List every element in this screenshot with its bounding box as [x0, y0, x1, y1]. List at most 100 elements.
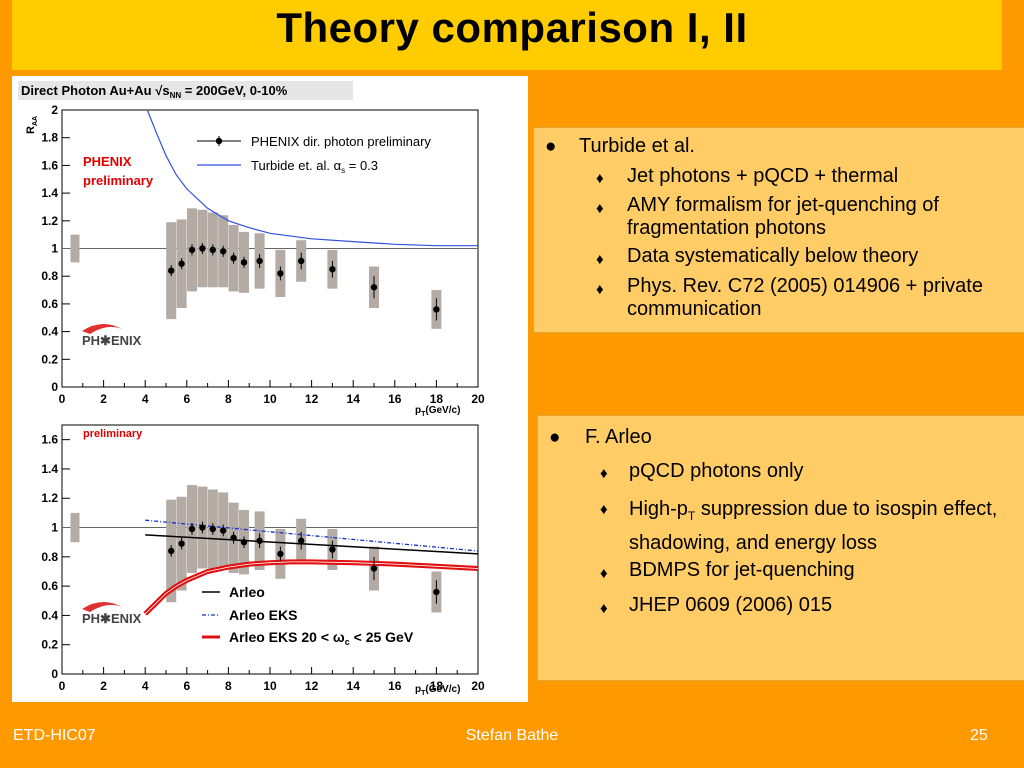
legend-top-1: PHENIX dir. photon preliminary [251, 134, 431, 149]
arleo-item-2-sub: T [687, 509, 696, 523]
legend-bottom-2: Arleo EKS [229, 607, 297, 623]
turbide-curve [146, 109, 478, 247]
turbide-item-4: Phys. Rev. C72 (2005) 014906 + private c… [627, 275, 983, 320]
x-tick-label: 6 [183, 679, 190, 693]
arleo-item-4: JHEP 0609 (2006) 015 [629, 594, 833, 616]
x-tick-label: 10 [263, 392, 277, 406]
plot-header-bg [18, 81, 353, 100]
y-tick-label: 0.8 [41, 269, 58, 283]
turbide-item-1: Jet photons + pQCD + thermal [627, 165, 899, 187]
plot-header-text: Direct Photon Au+Au √s [21, 83, 170, 98]
x-tick-label: 20 [471, 679, 485, 693]
y-tick-label: 0.4 [41, 608, 58, 622]
legend-top-2-tail: = 0.3 [345, 158, 378, 173]
y-tick-label: 2 [51, 103, 58, 117]
x-tick-label: 10 [263, 679, 277, 693]
footer-left: ETD-HIC07 [13, 727, 96, 744]
y-tick-label: 1.6 [41, 158, 58, 172]
data-point [220, 248, 227, 255]
arleo-item-3: BDMPS for jet-quenching [629, 559, 855, 581]
turbide-item-3: Data systematically below theory [627, 245, 919, 267]
y-tick-label: 0.4 [41, 325, 58, 339]
svg-text:Arleo EKS 20 < ωc < 25 GeV: Arleo EKS 20 < ωc < 25 GeV [229, 629, 414, 647]
normalization-box [70, 234, 80, 263]
prelim-bottom: preliminary [83, 428, 143, 440]
legend-bottom-3-sub: c [345, 637, 350, 647]
y-tick-label: 0.2 [41, 352, 58, 366]
legend-top-2: Turbide et. al. α [251, 158, 342, 173]
x-tick-label: 12 [305, 392, 319, 406]
ylabel-sub: AA [32, 116, 39, 126]
data-point [277, 270, 284, 277]
legend-bottom-1: Arleo [229, 584, 265, 600]
data-point [188, 246, 196, 254]
diamond-bullet-icon: ♦ [596, 281, 604, 298]
x-tick-label: 0 [59, 392, 66, 406]
svg-text:pT(GeV/c): pT(GeV/c) [415, 405, 460, 418]
turbide-item-2: AMY formalism for jet-quenching of fragm… [627, 194, 939, 239]
data-point [230, 534, 237, 541]
xlabel-bottom: p [415, 684, 421, 695]
x-tick-label: 4 [142, 679, 149, 693]
data-point [199, 524, 206, 531]
prelim-top-1: PHENIX [83, 154, 132, 169]
data-point [188, 525, 196, 533]
y-tick-label: 0.8 [41, 550, 58, 564]
y-tick-label: 1.6 [41, 433, 58, 447]
arleo-heading: F. Arleo [585, 426, 652, 448]
x-tick-label: 14 [347, 679, 361, 693]
data-point [370, 284, 378, 291]
x-tick-label: 16 [388, 392, 402, 406]
turbide-heading: Turbide et al. [579, 135, 695, 157]
svg-text:Direct Photon Au+Au √sNN = 200: Direct Photon Au+Au √sNN = 200GeV, 0-10% [21, 83, 288, 100]
x-tick-label: 18 [430, 392, 444, 406]
x-tick-label: 2 [100, 679, 107, 693]
x-tick-label: 4 [142, 392, 149, 406]
x-tick-label: 8 [225, 679, 232, 693]
data-point [256, 537, 263, 544]
ylabel: R [25, 126, 37, 134]
normalization-box [70, 512, 80, 543]
title-bar [12, 0, 1002, 70]
arleo-item-2-pre: High-p [629, 498, 688, 520]
y-tick-label: 0.6 [41, 579, 58, 593]
legend-bottom-3: Arleo EKS 20 < ω [229, 629, 345, 645]
data-point [199, 245, 206, 252]
legend-bottom-3-tail: < 25 GeV [350, 629, 414, 645]
diamond-bullet-icon: ♦ [596, 170, 604, 187]
arleo-item-2-post: suppression due to isospin effect, shado… [629, 498, 998, 554]
x-tick-label: 0 [59, 679, 66, 693]
data-point [168, 267, 175, 274]
diamond-bullet-icon: ♦ [600, 565, 608, 582]
y-tick-label: 0.6 [41, 297, 58, 311]
data-point [230, 254, 237, 262]
y-tick-label: 1.2 [41, 214, 58, 228]
legend-data-marker [215, 137, 223, 145]
bullet-dot-1: ● [545, 136, 557, 157]
data-point [168, 547, 175, 555]
data-point [240, 259, 248, 266]
y-tick-label: 0 [51, 380, 58, 394]
x-tick-label: 12 [305, 679, 319, 693]
data-point [209, 246, 216, 254]
svg-text:Turbide et. al. αs = 0.3: Turbide et. al. αs = 0.3 [251, 158, 378, 175]
arleo-box: ● F. Arleo ♦ pQCD photons only ♦ High-pT… [537, 415, 1024, 681]
footer-center: Stefan Bathe [465, 727, 559, 744]
phenix-logo-swoosh-top [82, 323, 122, 334]
data-point [370, 565, 378, 572]
top-plot-marks: 0 2 4 6 8 10 12 14 16 18 20 0 0.2 0.4 0.6 0.8 1 1.2 1.4 1.6… [41, 103, 485, 406]
plots-panel: Direct Photon Au+Au √sNN = 200GeV, 0-10%… [12, 76, 528, 702]
phenix-logo-swoosh-bottom [82, 601, 122, 612]
data-point [209, 525, 216, 533]
y-tick-label: 0 [51, 667, 58, 681]
footer-right: 25 [970, 727, 988, 744]
arleo-eks-band-center [144, 561, 479, 615]
diamond-bullet-icon: ♦ [600, 501, 608, 518]
x-tick-label: 18 [430, 679, 444, 693]
data-point [298, 257, 305, 265]
arleo-item-2: High-pT suppression due to isospin effec… [629, 496, 1019, 557]
x-tick-label: 16 [388, 679, 402, 693]
x-tick-label: 6 [183, 392, 190, 406]
plots-svg: Direct Photon Au+Au √sNN = 200GeV, 0-10%… [18, 81, 485, 697]
y-tick-label: 1.2 [41, 491, 58, 505]
